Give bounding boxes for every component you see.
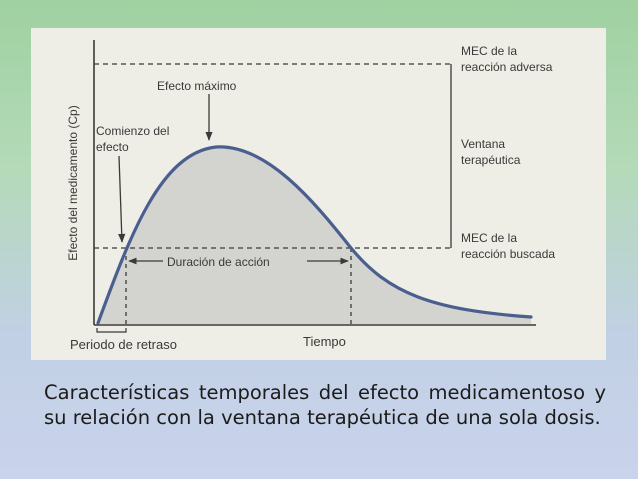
onset-arrow — [118, 155, 126, 243]
figure-panel: Efecto del medicamento (Cp) Periodo de r… — [31, 28, 606, 360]
mec-adverse-label-line2: reacción adversa — [461, 60, 553, 74]
mec-desired-label-line1: MEC de la — [461, 231, 517, 245]
drug-effect-diagram: Efecto del medicamento (Cp) Periodo de r… — [66, 40, 555, 352]
mec-desired-label-line2: reacción buscada — [461, 247, 555, 261]
curve-area — [98, 146, 531, 324]
therapeutic-window-label-line1: Ventana — [461, 137, 505, 151]
therapeutic-window-label-line2: terapéutica — [461, 153, 521, 167]
peak-label: Efecto máximo — [157, 79, 237, 93]
y-axis-label: Efecto del medicamento (Cp) — [66, 105, 80, 260]
duration-label: Duración de acción — [167, 255, 270, 269]
delay-label: Periodo de retraso — [70, 337, 177, 352]
slide-caption: Características temporales del efecto me… — [44, 381, 606, 429]
concentration-curve — [96, 145, 533, 325]
mec-adverse-label-line1: MEC de la — [461, 44, 517, 58]
delay-brace — [96, 328, 127, 333]
onset-label-line2: efecto — [96, 140, 129, 154]
x-axis-label: Tiempo — [303, 334, 346, 349]
onset-label-line1: Comienzo del — [96, 124, 169, 138]
